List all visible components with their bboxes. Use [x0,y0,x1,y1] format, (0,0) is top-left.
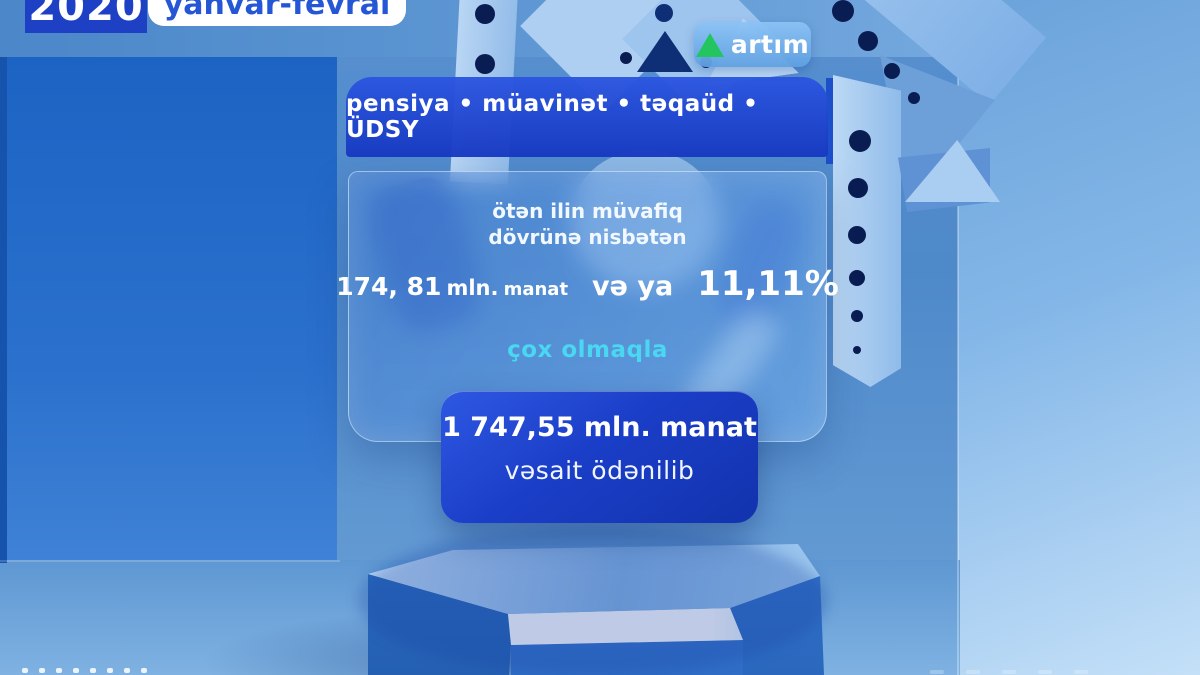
emblem-dot [884,63,900,79]
delta-stats-row: 174, 81 mln. manat və ya 11,11% [336,264,839,304]
categories-label: pensiya • müavinət • təqaüd • ÜDSY [346,91,759,143]
emblem-dot [849,270,865,286]
emblem-dot [853,346,861,354]
podium [358,526,828,675]
emblem-dot [848,178,868,198]
growth-badge-label: artım [730,30,810,59]
more-label: çox olmaqla [507,337,668,363]
or-text: və ya [592,271,674,302]
podium-top-shadow [358,526,828,675]
comparison-caption: ötən ilin müvafiq dövrünə nisbətən [349,198,826,250]
emblem-dot [475,4,495,24]
wall-corner-seam [957,0,959,675]
footer-dots [22,668,147,673]
podium-bevel-highlight [508,608,743,645]
comparison-line2: dövrünə nisbətən [488,225,687,249]
stats-card-header: pensiya • müavinət • təqaüd • ÜDSY [346,77,828,157]
year-badge: 2020 [25,0,147,33]
emblem-dot [858,31,878,51]
year-label: 2020 [28,0,144,30]
delta-amount: 174, 81 [336,272,442,301]
delta-unit-currency: manat [503,279,569,300]
delta-percent: 11,11% [697,264,839,304]
emblem-dot [849,130,871,152]
emblem-dot [848,226,866,244]
emblem-dot [851,310,863,322]
period-badge: yanvar-fevral [148,0,406,26]
delta-unit-mln: mln. [446,276,499,300]
emblem-figure-head [655,4,673,22]
emblem-dot [908,92,920,104]
period-label: yanvar-fevral [163,0,391,22]
background-left-wall [0,57,337,563]
emblem-dot [620,52,632,64]
total-amount: 1 747,55 mln. manat [442,412,757,443]
podium-front-face [511,640,743,675]
floor-seam [0,560,340,562]
emblem-dot [475,54,495,74]
growth-badge: artım [694,22,811,67]
total-card: 1 747,55 mln. manat vəsait ödənilib [441,391,758,523]
total-caption: vəsait ödənilib [504,456,695,485]
emblem-vertical-arm [833,75,901,387]
comparison-line1: ötən ilin müvafiq [492,199,683,223]
triangle-up-icon [695,32,724,57]
background-right-wall [958,0,1200,675]
footer-marks [930,670,1088,674]
emblem-dot [832,0,854,22]
left-wall-edge [0,57,7,563]
delta-amount-group: 174, 81 mln. manat [336,272,568,301]
